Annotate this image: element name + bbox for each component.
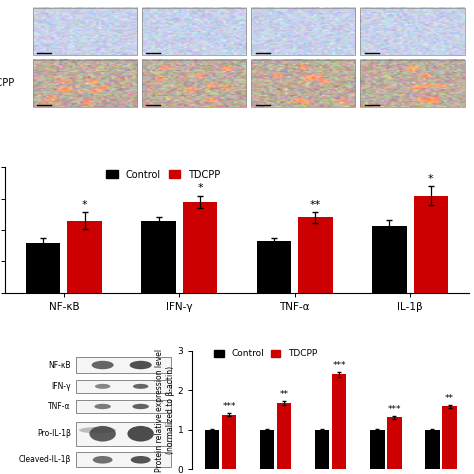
Text: IFN-γ: IFN-γ — [51, 382, 71, 391]
Text: ***: *** — [222, 402, 236, 411]
Bar — [76, 400, 171, 413]
Ellipse shape — [94, 404, 111, 409]
Bar — [442, 406, 456, 469]
Ellipse shape — [90, 426, 116, 442]
Y-axis label: Protein relative expression level
(normalized to β-actin): Protein relative expression level (norma… — [155, 348, 175, 472]
Bar — [76, 357, 171, 373]
Ellipse shape — [132, 404, 149, 409]
Ellipse shape — [91, 361, 114, 369]
Bar — [315, 430, 329, 469]
Text: **: ** — [310, 200, 321, 210]
Bar — [76, 380, 171, 393]
Bar — [251, 8, 356, 55]
Bar — [142, 8, 246, 55]
Text: ***: *** — [333, 361, 346, 370]
Bar — [251, 60, 356, 107]
Bar — [360, 8, 465, 55]
Ellipse shape — [131, 456, 151, 464]
Text: ***: *** — [388, 405, 401, 414]
Bar — [222, 415, 237, 469]
Bar — [33, 60, 137, 107]
Bar — [67, 220, 102, 293]
Bar — [425, 430, 439, 469]
Text: Pro-IL-1β: Pro-IL-1β — [37, 429, 71, 438]
Text: TNF-α: TNF-α — [48, 402, 71, 411]
Ellipse shape — [95, 384, 110, 389]
Bar — [76, 452, 171, 467]
Ellipse shape — [93, 456, 112, 464]
Ellipse shape — [79, 427, 116, 433]
Bar — [141, 221, 176, 293]
Bar — [26, 243, 61, 293]
Text: NF-κB: NF-κB — [48, 361, 71, 370]
Ellipse shape — [133, 384, 148, 389]
Ellipse shape — [128, 426, 154, 442]
Bar — [413, 196, 448, 293]
Bar — [142, 60, 246, 107]
Bar — [205, 430, 219, 469]
Text: **: ** — [280, 391, 289, 400]
Bar — [260, 430, 274, 469]
Ellipse shape — [129, 361, 152, 369]
Bar — [387, 417, 401, 469]
Bar — [372, 226, 407, 293]
Text: TDCPP: TDCPP — [0, 78, 14, 88]
Bar — [360, 60, 465, 107]
Bar — [332, 374, 346, 469]
Text: *: * — [197, 183, 203, 193]
Bar — [370, 430, 384, 469]
Bar — [76, 422, 171, 446]
Text: Cleaved-IL-1β: Cleaved-IL-1β — [18, 456, 71, 465]
Legend: Control, TDCPP: Control, TDCPP — [102, 166, 224, 184]
Bar — [256, 241, 291, 293]
Legend: Control, TDCPP: Control, TDCPP — [211, 346, 320, 362]
Bar — [298, 218, 333, 293]
Text: *: * — [82, 200, 88, 210]
Text: **: ** — [445, 393, 454, 402]
Bar — [277, 403, 292, 469]
Text: *: * — [428, 173, 434, 183]
Bar — [33, 8, 137, 55]
Bar — [183, 202, 218, 293]
